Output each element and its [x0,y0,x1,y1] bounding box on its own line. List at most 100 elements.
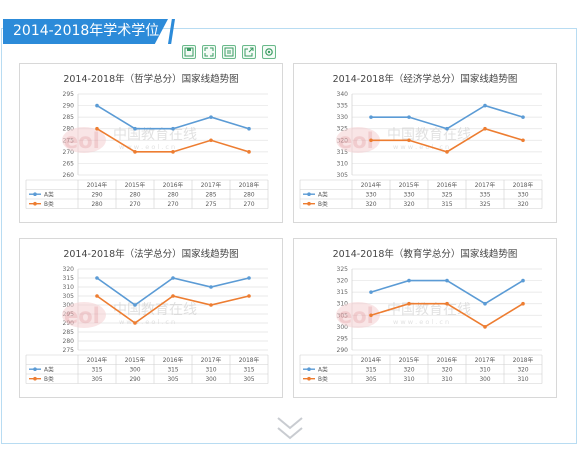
data-point [247,126,251,131]
table-value: 310 [479,368,490,374]
data-point [171,150,175,154]
chart-panel-law: 2014-2018年（法学总分）国家线趋势图275280285290295300… [19,238,283,398]
y-tick-label: 265 [63,160,75,167]
table-value: 315 [167,368,178,374]
chart-title: 2014-2018年（经济学总分）国家线趋势图 [333,73,518,85]
y-tick-label: 295 [63,91,75,98]
data-point [369,115,373,119]
legend-marker [307,367,311,371]
table-value: 305 [365,377,376,383]
y-tick-label: 325 [337,266,349,273]
table-value: 325 [441,193,452,199]
table-value: 330 [403,193,414,199]
y-tick-label: 315 [63,275,75,282]
y-tick-label: 330 [337,114,349,121]
title-stripe [168,19,175,44]
data-point [521,278,525,283]
data-point [133,126,137,131]
data-point [171,126,175,131]
legend-marker [33,201,37,206]
save-icon[interactable] [182,45,196,59]
chart-toolbar [182,45,276,59]
legend-marker [307,201,311,206]
table-value: 310 [441,377,452,383]
data-point [483,325,487,329]
export-icon[interactable] [242,45,256,59]
data-point [521,301,525,306]
table-value: 270 [243,202,254,208]
data-point [247,294,251,298]
y-tick-label: 310 [337,160,349,167]
data-point [171,294,175,298]
legend-label: B类 [44,200,54,208]
settings-icon[interactable] [262,45,276,59]
table-value: 310 [517,377,528,383]
y-tick-label: 320 [337,278,349,285]
y-tick-label: 285 [63,329,75,336]
data-point [445,301,449,306]
table-value: 310 [403,377,414,383]
table-value: 320 [365,202,376,208]
watermark-logo-shape [62,127,106,153]
y-tick-label: 310 [337,301,349,308]
data-point [521,115,525,119]
y-tick-label: 300 [63,302,75,309]
x-category-label: 2015年 [125,181,146,189]
data-point [483,103,487,108]
y-tick-label: 335 [337,103,349,110]
chart-title: 2014-2018年（教育学总分）国家线趋势图 [333,248,518,260]
table-value: 275 [205,202,216,208]
data-point [247,276,251,280]
y-tick-label: 325 [337,126,349,133]
watermark-logo-shape [336,302,380,328]
table-value: 290 [129,377,140,383]
y-tick-label: 340 [337,91,349,98]
table-value: 305 [91,377,102,383]
legend-marker [33,367,37,371]
y-tick-label: 280 [63,338,75,345]
section-title: 2014-2018年学术学位 [3,19,168,44]
chart-economics: 2014-2018年（经济学总分）国家线趋势图 305 310 315 320 325 33… [299,73,543,209]
data-point [209,303,213,307]
table-value: 320 [403,202,414,208]
fullscreen-icon[interactable] [202,45,216,59]
table-value: 300 [129,368,140,374]
y-tick-label: 305 [337,172,349,179]
legend-label: A类 [44,366,54,374]
data-point [95,103,99,108]
legend-label: B类 [318,375,328,383]
table-value: 270 [129,202,140,208]
y-tick-label: 270 [63,149,75,156]
data-point [209,115,213,119]
data-point [483,301,487,306]
table-value: 320 [403,368,414,374]
table-value: 270 [167,202,178,208]
watermark-logo-text: eol [64,304,100,328]
x-category-label: 2017年 [201,356,222,364]
y-tick-label: 320 [63,266,75,273]
y-tick-label: 300 [337,324,349,331]
table-value: 280 [129,193,140,199]
x-category-label: 2016年 [163,356,184,364]
data-view-icon[interactable] [222,45,236,59]
x-category-label: 2017年 [475,181,496,189]
table-value: 300 [479,377,490,383]
table-value: 330 [517,193,528,199]
table-value: 305 [167,377,178,383]
x-category-label: 2014年 [87,356,108,364]
chevron-down-icon[interactable] [276,416,304,442]
chart-panel-philosophy: 2014-2018年（哲学总分）国家线趋势图 260 265 270 275 280 285… [19,63,283,223]
chart-law: 2014-2018年（法学总分）国家线趋势图275280285290295300… [25,248,269,384]
watermark-logo-text: eol [338,304,374,328]
data-point [369,290,373,294]
legend-label: B类 [318,200,328,208]
table-value: 320 [517,368,528,374]
x-category-label: 2015年 [399,356,420,364]
y-tick-label: 290 [63,103,75,110]
table-value: 315 [365,368,376,374]
x-category-label: 2018年 [239,181,260,189]
table-value: 330 [365,193,376,199]
